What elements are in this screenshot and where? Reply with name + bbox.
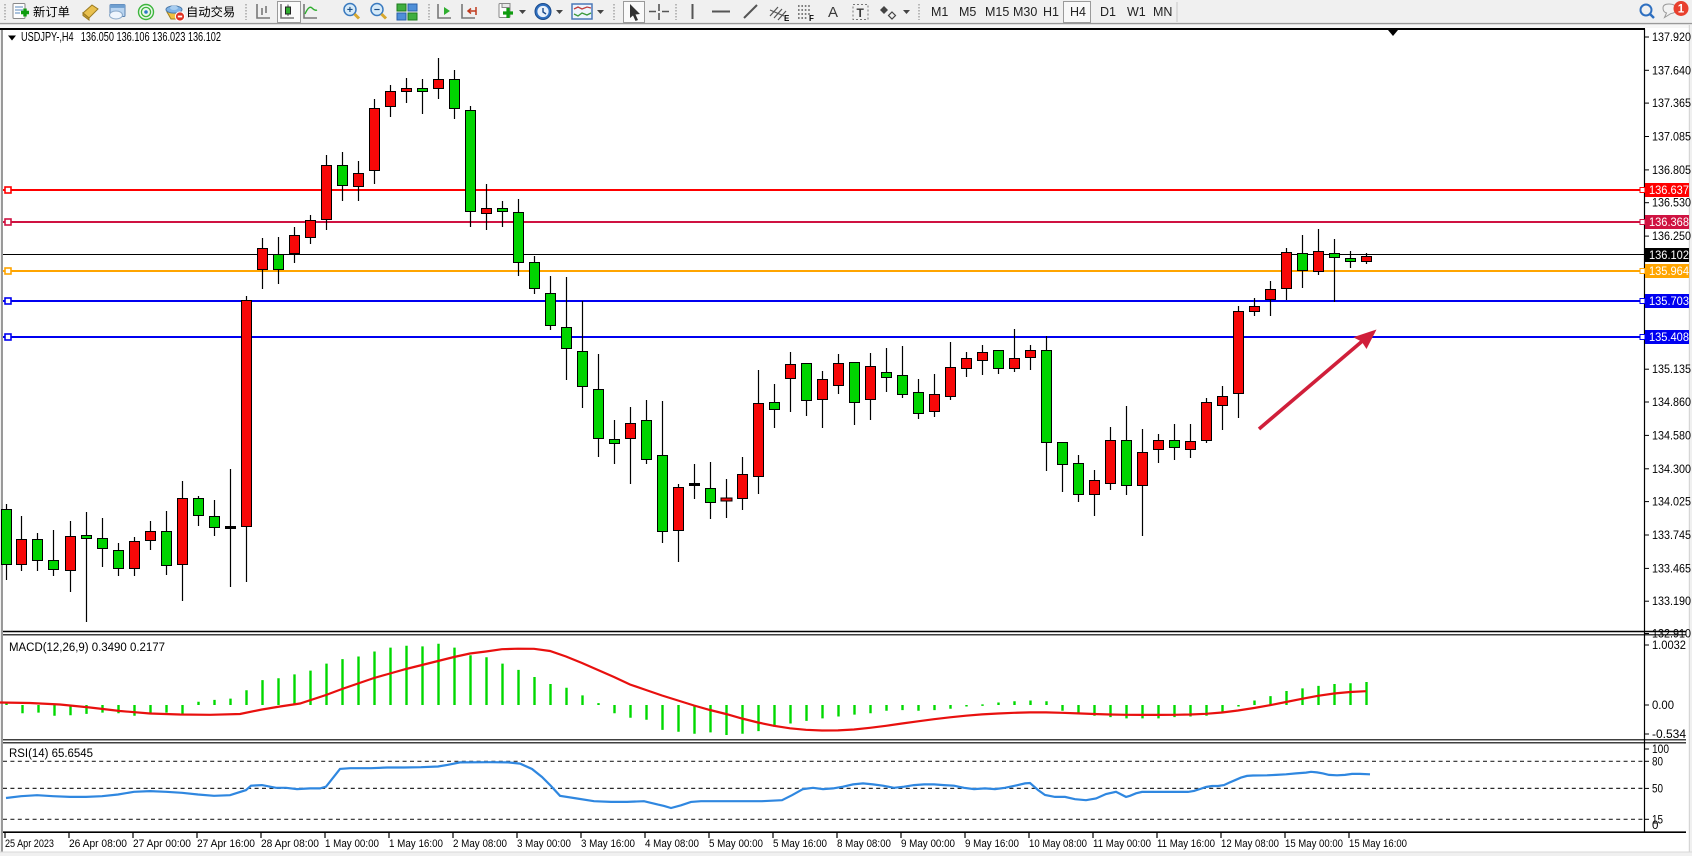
svg-text:RSI(14) 65.6545: RSI(14) 65.6545 <box>9 748 93 760</box>
svg-text:25 Apr 2023: 25 Apr 2023 <box>5 838 54 850</box>
svg-text:H4: H4 <box>1070 5 1086 19</box>
svg-text:136.805: 136.805 <box>1652 165 1691 177</box>
svg-text:134.860: 134.860 <box>1652 397 1691 409</box>
svg-text:135.703: 135.703 <box>1649 296 1689 308</box>
svg-text:134.300: 134.300 <box>1652 464 1691 476</box>
svg-text:136.637: 136.637 <box>1649 185 1689 197</box>
svg-text:MN: MN <box>1153 5 1172 19</box>
svg-text:100: 100 <box>1652 744 1669 756</box>
svg-text:136.102: 136.102 <box>1649 250 1689 262</box>
svg-text:5 May 00:00: 5 May 00:00 <box>709 838 763 850</box>
svg-text:0: 0 <box>1652 820 1658 832</box>
svg-text:15: 15 <box>1652 814 1663 826</box>
svg-text:134.580: 134.580 <box>1652 430 1691 442</box>
svg-text:USDJPY-,H4 136.050 136.106 13: USDJPY-,H4 136.050 136.106 136.023 136.1… <box>21 30 221 44</box>
svg-text:M5: M5 <box>959 5 976 19</box>
svg-text:11 May 16:00: 11 May 16:00 <box>1157 838 1215 850</box>
svg-text:135.408: 135.408 <box>1649 332 1689 344</box>
svg-text:137.920: 137.920 <box>1652 32 1691 44</box>
svg-text:1: 1 <box>1678 4 1685 16</box>
svg-text:12 May 08:00: 12 May 08:00 <box>1221 838 1279 850</box>
svg-text:W1: W1 <box>1127 5 1146 19</box>
svg-text:T: T <box>857 6 865 20</box>
svg-text:−: − <box>374 4 380 16</box>
svg-text:133.745: 133.745 <box>1652 530 1691 542</box>
svg-text:50: 50 <box>1652 783 1663 795</box>
svg-text:9 May 16:00: 9 May 16:00 <box>965 838 1019 850</box>
svg-text:136.530: 136.530 <box>1652 198 1691 210</box>
svg-text:2 May 08:00: 2 May 08:00 <box>453 838 507 850</box>
svg-text:1 May 00:00: 1 May 00:00 <box>325 838 379 850</box>
svg-text:+: + <box>347 4 353 16</box>
svg-text:E: E <box>784 14 790 23</box>
svg-text:10 May 08:00: 10 May 08:00 <box>1029 838 1087 850</box>
svg-text:1.0032: 1.0032 <box>1652 640 1686 652</box>
svg-text:3 May 00:00: 3 May 00:00 <box>517 838 571 850</box>
svg-text:80: 80 <box>1652 756 1663 768</box>
svg-text:133.190: 133.190 <box>1652 596 1691 608</box>
svg-text:27 Apr 00:00: 27 Apr 00:00 <box>133 838 191 850</box>
svg-text:27 Apr 16:00: 27 Apr 16:00 <box>197 838 255 850</box>
svg-text:M15: M15 <box>985 5 1009 19</box>
svg-text:137.365: 137.365 <box>1652 98 1691 110</box>
svg-text:D1: D1 <box>1100 5 1116 19</box>
svg-text:135.964: 135.964 <box>1649 266 1690 278</box>
svg-text:26 Apr 08:00: 26 Apr 08:00 <box>69 838 127 850</box>
svg-text:M1: M1 <box>931 5 948 19</box>
svg-text:136.250: 136.250 <box>1652 231 1691 243</box>
svg-text:-0.534: -0.534 <box>1652 729 1687 741</box>
svg-text:133.465: 133.465 <box>1652 563 1691 575</box>
svg-text:132.910: 132.910 <box>1652 629 1691 641</box>
svg-text:3 May 16:00: 3 May 16:00 <box>581 838 635 850</box>
svg-text:1 May 16:00: 1 May 16:00 <box>389 838 443 850</box>
svg-text:137.085: 137.085 <box>1652 132 1691 144</box>
svg-text:134.025: 134.025 <box>1652 497 1691 509</box>
svg-text:0.00: 0.00 <box>1652 700 1674 712</box>
svg-text:15 May 00:00: 15 May 00:00 <box>1285 838 1343 850</box>
svg-text:15 May 16:00: 15 May 16:00 <box>1349 838 1407 850</box>
svg-text:MACD(12,26,9) 0.3490 0.2177: MACD(12,26,9) 0.3490 0.2177 <box>9 642 165 654</box>
svg-text:136.368: 136.368 <box>1649 217 1689 229</box>
svg-text:9 May 00:00: 9 May 00:00 <box>901 838 955 850</box>
svg-text:11 May 00:00: 11 May 00:00 <box>1093 838 1151 850</box>
svg-text:4 May 08:00: 4 May 08:00 <box>645 838 699 850</box>
svg-text:M30: M30 <box>1013 5 1037 19</box>
svg-text:A: A <box>828 4 838 21</box>
svg-text:F: F <box>809 14 814 23</box>
svg-text:H1: H1 <box>1043 5 1059 19</box>
svg-text:28 Apr 08:00: 28 Apr 08:00 <box>261 838 319 850</box>
svg-text:137.640: 137.640 <box>1652 65 1691 77</box>
svg-text:5 May 16:00: 5 May 16:00 <box>773 838 827 850</box>
svg-text:8 May 08:00: 8 May 08:00 <box>837 838 891 850</box>
svg-text:135.135: 135.135 <box>1652 364 1691 376</box>
